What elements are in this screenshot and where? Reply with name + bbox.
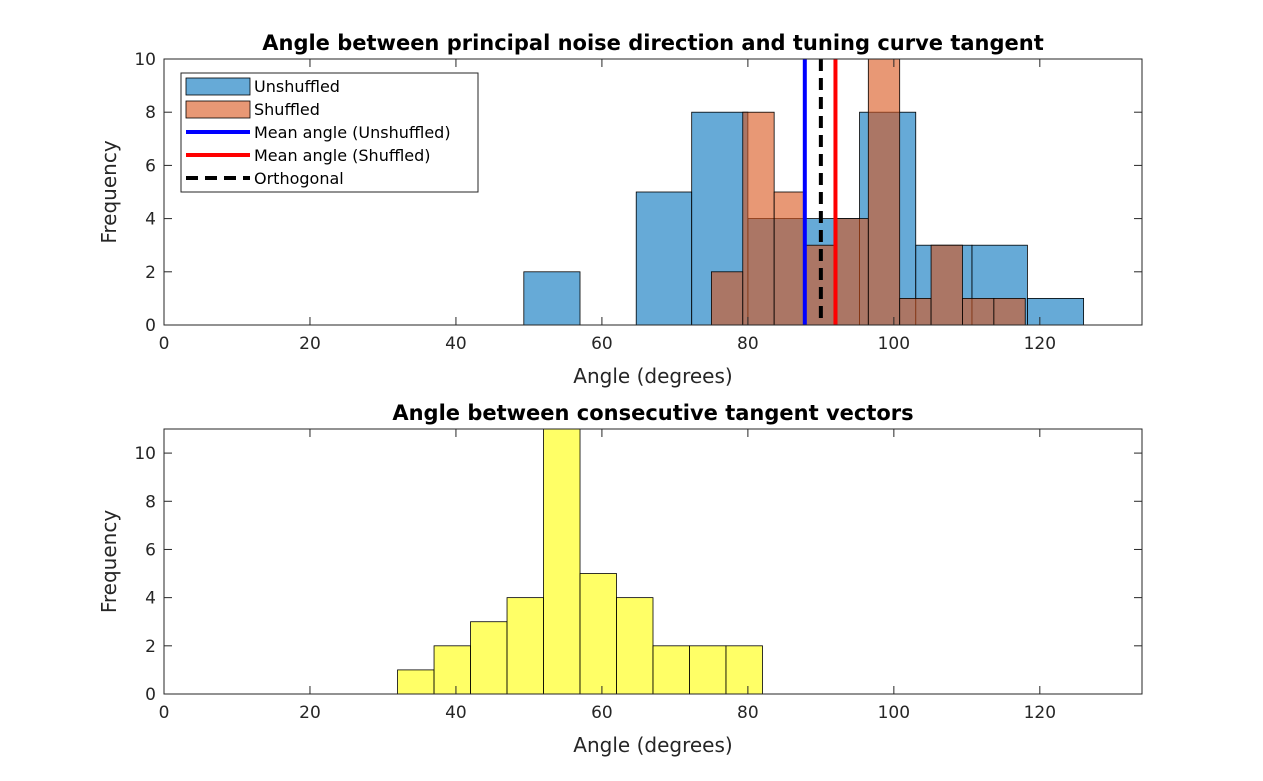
x-tick-label: 0 (159, 703, 170, 723)
bottom-chart-title: Angle between consecutive tangent vector… (392, 401, 913, 425)
histogram-bar-shuffled-2 (773, 191, 806, 326)
top-y-axis-label: Frequency (97, 140, 121, 243)
top-chart-title: Angle between principal noise direction … (262, 31, 1044, 55)
x-tick-label: 40 (445, 334, 467, 354)
x-tick-label: 60 (591, 703, 613, 723)
x-tick-label: 80 (737, 703, 759, 723)
y-tick-label: 4 (145, 210, 156, 230)
top-legend: Unshuffled Shuffled Mean angle (Unshuffled… (180, 72, 479, 193)
x-tick-label: 60 (591, 334, 613, 354)
histogram-bar-series0-6 (616, 597, 654, 695)
histogram-bar-shuffled-5 (867, 58, 901, 326)
y-tick-label: 2 (145, 637, 156, 657)
histogram-bar-series0-7 (652, 645, 690, 695)
histogram-bar-unshuffled-0 (523, 271, 581, 326)
y-tick-label: 6 (145, 540, 156, 560)
histogram-bar-series0-8 (689, 645, 727, 695)
bottom-x-axis-label: Angle (degrees) (573, 733, 732, 757)
histogram-bar-shuffled-4 (836, 218, 869, 326)
legend-label-3: Mean angle (Shuffled) (254, 146, 431, 165)
bottom-histogram-bars (397, 428, 763, 695)
y-tick-label: 4 (145, 589, 156, 609)
x-tick-label: 80 (737, 334, 759, 354)
legend-label-1: Shuffled (254, 100, 320, 119)
histogram-bar-shuffled-7 (930, 244, 963, 326)
histogram-bar-series0-2 (470, 621, 508, 695)
histogram-bar-series0-0 (397, 669, 435, 695)
y-tick-label: 0 (145, 685, 156, 705)
legend-swatch-1 (185, 100, 251, 119)
histogram-bar-shuffled-6 (899, 297, 932, 326)
histogram-bar-series0-5 (579, 573, 617, 695)
legend-swatch-0 (185, 77, 251, 96)
top-histogram-reference-lines (802, 59, 838, 325)
x-tick-label: 120 (1024, 334, 1056, 354)
top-histogram-bars (523, 58, 1085, 326)
top-axes-frame (163, 58, 1143, 326)
histogram-bar-shuffled-9 (993, 297, 1026, 326)
y-tick-label: 10 (134, 50, 156, 70)
histogram-bar-unshuffled-9 (1027, 297, 1085, 326)
histogram-bar-shuffled-8 (962, 297, 995, 326)
y-tick-label: 8 (145, 103, 156, 123)
top-x-axis-label: Angle (degrees) (573, 364, 732, 388)
x-tick-label: 40 (445, 703, 467, 723)
histogram-bar-series0-1 (433, 645, 471, 695)
x-tick-label: 20 (299, 334, 321, 354)
histogram-bar-series0-4 (543, 428, 581, 695)
x-tick-label: 0 (159, 334, 170, 354)
y-tick-label: 8 (145, 492, 156, 512)
bottom-histogram-axes: 0 20 40 60 80 100 120 0 2 4 6 8 10 Angle between con… (97, 401, 1143, 757)
histogram-bar-unshuffled-2 (635, 191, 693, 326)
histogram-bar-shuffled-1 (742, 111, 775, 326)
bottom-axes-frame (163, 428, 1143, 695)
y-tick-label: 6 (145, 156, 156, 176)
y-tick-label: 10 (134, 444, 156, 464)
histogram-bar-series0-3 (506, 597, 544, 695)
x-tick-label: 120 (1024, 703, 1056, 723)
histogram-bar-series0-9 (725, 645, 763, 695)
y-tick-label: 2 (145, 263, 156, 283)
x-tick-label: 100 (878, 334, 910, 354)
top-axes-ticks: 0 20 40 60 80 100 120 0 2 4 6 8 10 (134, 50, 1142, 354)
x-tick-label: 20 (299, 703, 321, 723)
legend-label-4: Orthogonal (254, 169, 344, 188)
bottom-axes-ticks: 0 20 40 60 80 100 120 0 2 4 6 8 10 (134, 429, 1142, 723)
bottom-y-axis-label: Frequency (97, 510, 121, 613)
histogram-bar-shuffled-0 (710, 271, 744, 326)
top-histogram-axes: 0 20 40 60 80 100 120 0 2 4 6 8 10 Angle between pri… (97, 31, 1143, 388)
legend-label-2: Mean angle (Unshuffled) (254, 123, 451, 142)
y-tick-label: 0 (145, 316, 156, 336)
legend-label-0: Unshuffled (254, 77, 340, 96)
x-tick-label: 100 (878, 703, 910, 723)
